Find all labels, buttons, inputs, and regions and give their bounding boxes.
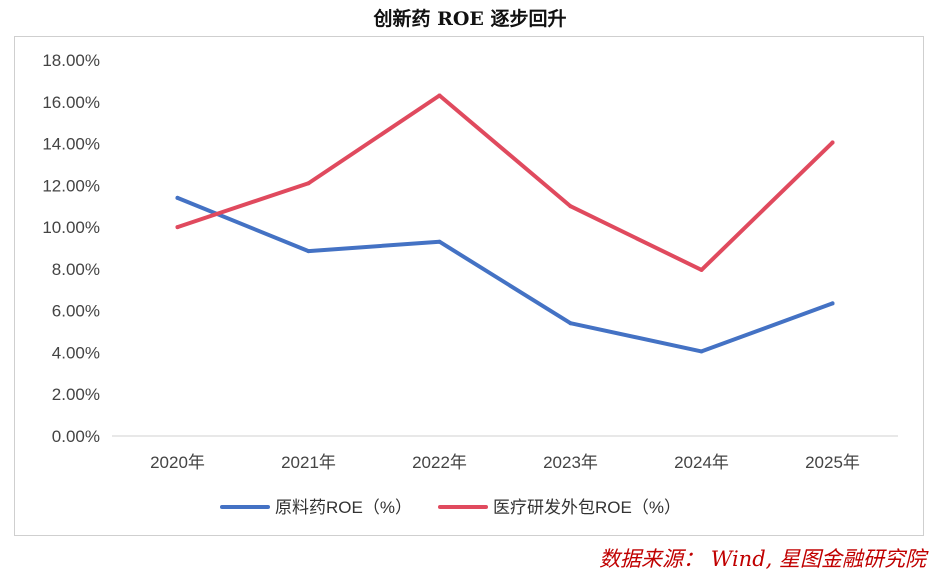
y-tick-label: 16.00% [42,93,100,112]
series-2-point [568,204,573,209]
y-tick-label: 14.00% [42,135,100,154]
series-1-point [699,349,704,354]
chart-frame [14,36,924,536]
series-2-point [175,225,180,230]
y-tick-label: 10.00% [42,218,100,237]
chart-legend: 原料药ROE（%） 医疗研发外包ROE（%） [220,498,681,517]
y-tick-label: 2.00% [52,385,100,404]
x-tick-label: 2024年 [674,453,729,472]
chart-title: 创新药 ROE 逐步回升 [373,8,567,30]
y-tick-label: 0.00% [52,427,100,446]
data-source-note: 数据来源： Wind, 星图金融研究院 [599,547,926,571]
y-tick-label: 8.00% [52,260,100,279]
series-1-point [306,249,311,254]
x-tick-label: 2022年 [412,453,467,472]
series-2-point [830,140,835,145]
series-line-1 [175,195,835,354]
y-tick-label: 18.00% [42,51,100,70]
x-tick-label: 2023年 [543,453,598,472]
series-1-point [437,239,442,244]
series-1-point [175,195,180,200]
series-1-point [830,301,835,306]
series-2-point [437,93,442,98]
chart-axes: 0.00% 2.00% 4.00% 6.00% 8.00% 10.00% 12.00% 14.… [42,51,898,472]
y-tick-label: 6.00% [52,302,100,321]
series-layer [175,93,835,354]
y-tick-label: 12.00% [42,176,100,195]
series-line-2 [175,93,835,272]
x-tick-label: 2025年 [805,453,860,472]
legend-label: 原料药ROE（%） [275,498,412,517]
series-2-point [699,267,704,272]
y-tick-label: 4.00% [52,343,100,362]
series-1-point [568,321,573,326]
series-2-point [306,181,311,186]
x-tick-label: 2020年 [150,453,205,472]
legend-label: 医疗研发外包ROE（%） [493,498,681,517]
x-tick-label: 2021年 [281,453,336,472]
